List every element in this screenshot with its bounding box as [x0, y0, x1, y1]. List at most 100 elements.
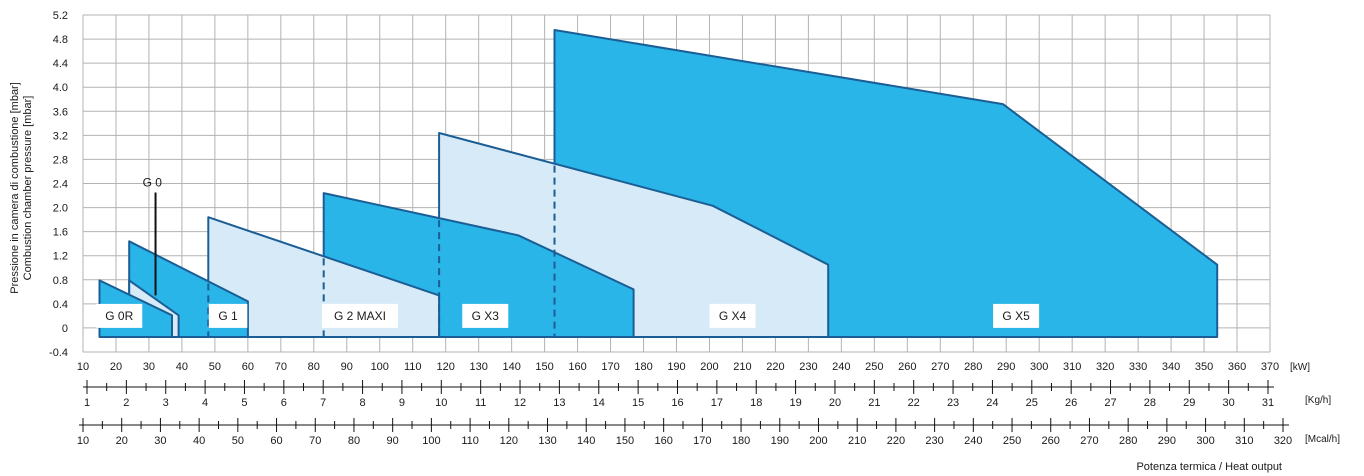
- kgh-tick-label: 24: [986, 397, 998, 409]
- kw-tick-label: 90: [341, 361, 353, 373]
- y-tick-label: 3.2: [53, 130, 68, 142]
- y-tick-label: 1.2: [53, 251, 68, 263]
- kgh-tick-label: 30: [1223, 397, 1235, 409]
- kgh-tick-label: 22: [908, 397, 920, 409]
- y-tick-label: 0: [62, 323, 68, 335]
- mcalh-tick-label: 40: [193, 435, 205, 447]
- mcalh-tick-label: 10: [77, 435, 89, 447]
- y-tick-label: 2.8: [53, 154, 68, 166]
- kgh-tick-label: 18: [750, 397, 762, 409]
- mcalh-tick-label: 120: [500, 435, 518, 447]
- kw-tick-label: 10: [77, 361, 89, 373]
- kw-tick-label: 220: [766, 361, 784, 373]
- kw-tick-label: 250: [865, 361, 883, 373]
- kw-tick-label: 140: [502, 361, 520, 373]
- y-tick-label: 2.4: [53, 179, 68, 191]
- kw-tick-label: 320: [1096, 361, 1114, 373]
- kw-tick-label: 20: [110, 361, 122, 373]
- kw-tick-label: 40: [176, 361, 188, 373]
- kgh-tick-label: 12: [514, 397, 526, 409]
- kw-tick-label: 70: [275, 361, 287, 373]
- kgh-tick-label: 4: [202, 397, 208, 409]
- label-g-x3: G X3: [472, 309, 500, 323]
- x-axes: 10 20 30 40 50 60 70 80 90 100 110 120 130 140 150 160 1…: [77, 361, 1340, 447]
- mcalh-tick-label: 320: [1274, 435, 1292, 447]
- mcalh-tick-label: 90: [387, 435, 399, 447]
- y-tick-label: -0.4: [49, 347, 68, 359]
- mcalh-tick-label: 180: [732, 435, 750, 447]
- kw-tick-label: 340: [1162, 361, 1180, 373]
- mcalh-tick-label: 260: [1042, 435, 1060, 447]
- kw-tick-label: 130: [469, 361, 487, 373]
- mcalh-tick-label: 220: [887, 435, 905, 447]
- mcalh-tick-label: 80: [348, 435, 360, 447]
- kgh-tick-label: 3: [163, 397, 169, 409]
- label-g-x5: G X5: [1002, 309, 1030, 323]
- kw-unit-label: [kW]: [1290, 362, 1310, 373]
- mcalh-tick-label: 270: [1080, 435, 1098, 447]
- kw-tick-label: 270: [931, 361, 949, 373]
- kw-tick-label: 180: [634, 361, 652, 373]
- kgh-tick-label: 26: [1065, 397, 1077, 409]
- mcalh-tick-label: 50: [232, 435, 244, 447]
- kgh-tick-label: 23: [947, 397, 959, 409]
- kw-tick-label: 300: [1030, 361, 1048, 373]
- mcalh-tick-label: 290: [1158, 435, 1176, 447]
- mcalh-tick-label: 200: [809, 435, 827, 447]
- kw-tick-label: 260: [898, 361, 916, 373]
- mcalh-tick-label: 170: [693, 435, 711, 447]
- region-labels: G 0R G 0 G 1 G 2 MAXI G X3 G X4 G X5: [96, 176, 1040, 328]
- label-g-x4: G X4: [719, 309, 747, 323]
- kgh-tick-label: 14: [593, 397, 605, 409]
- kgh-tick-label: 29: [1183, 397, 1195, 409]
- kgh-tick-label: 19: [789, 397, 801, 409]
- y-tick-label: 0.4: [53, 299, 68, 311]
- label-g-x3-box: [462, 303, 509, 328]
- kw-tick-label: 190: [667, 361, 685, 373]
- kgh-tick-label: 16: [671, 397, 683, 409]
- mcalh-tick-label: 140: [577, 435, 595, 447]
- kgh-tick-label: 6: [281, 397, 287, 409]
- kgh-tick-label: 10: [435, 397, 447, 409]
- y-tick-label: 4.4: [53, 58, 68, 70]
- mcalh-tick-label: 230: [925, 435, 943, 447]
- y-tick-label: 3.6: [53, 106, 68, 118]
- kgh-tick-label: 9: [399, 397, 405, 409]
- kgh-tick-label: 31: [1262, 397, 1274, 409]
- kgh-tick-label: 1: [84, 397, 90, 409]
- mcalh-tick-label: 130: [538, 435, 556, 447]
- y-tick-label: 5.2: [53, 10, 68, 22]
- kgh-tick-label: 17: [711, 397, 723, 409]
- kgh-tick-label: 13: [553, 397, 565, 409]
- y-tick-label: 2.0: [53, 203, 68, 215]
- kw-tick-label: 120: [437, 361, 455, 373]
- y-axis-title-line-2: Combustion chamber pressure [mbar]: [22, 96, 34, 281]
- kw-tick-label: 50: [209, 361, 221, 373]
- kw-tick-label: 350: [1195, 361, 1213, 373]
- mcalh-tick-label: 240: [964, 435, 982, 447]
- mcalh-tick-label: 60: [270, 435, 282, 447]
- label-g-0r: G 0R: [105, 309, 133, 323]
- label-g-2-maxi: G 2 MAXI: [334, 309, 386, 323]
- mcalh-tick-label: 100: [422, 435, 440, 447]
- y-tick-label: 1.6: [53, 227, 68, 239]
- mcalh-unit-label: [Mcal/h]: [1305, 434, 1340, 445]
- kw-tick-label: 170: [601, 361, 619, 373]
- kw-tick-label: 200: [700, 361, 718, 373]
- kgh-tick-label: 8: [360, 397, 366, 409]
- x-axis-title: Potenza termica / Heat output: [1136, 461, 1282, 473]
- kw-tick-label: 60: [242, 361, 254, 373]
- kw-tick-label: 240: [832, 361, 850, 373]
- mcalh-tick-label: 110: [461, 435, 479, 447]
- kw-tick-label: 310: [1063, 361, 1081, 373]
- kw-tick-label: 80: [308, 361, 320, 373]
- kgh-tick-label: 11: [475, 397, 486, 409]
- y-tick-label: 4.8: [53, 34, 68, 46]
- mcalh-tick-label: 250: [1003, 435, 1021, 447]
- kw-tick-label: 290: [997, 361, 1015, 373]
- kw-tick-label: 100: [371, 361, 389, 373]
- kgh-tick-label: 7: [320, 397, 326, 409]
- label-g-2-maxi-box: [321, 303, 398, 328]
- y-axis-title: Pressione in camera di combustione [mbar…: [9, 82, 34, 294]
